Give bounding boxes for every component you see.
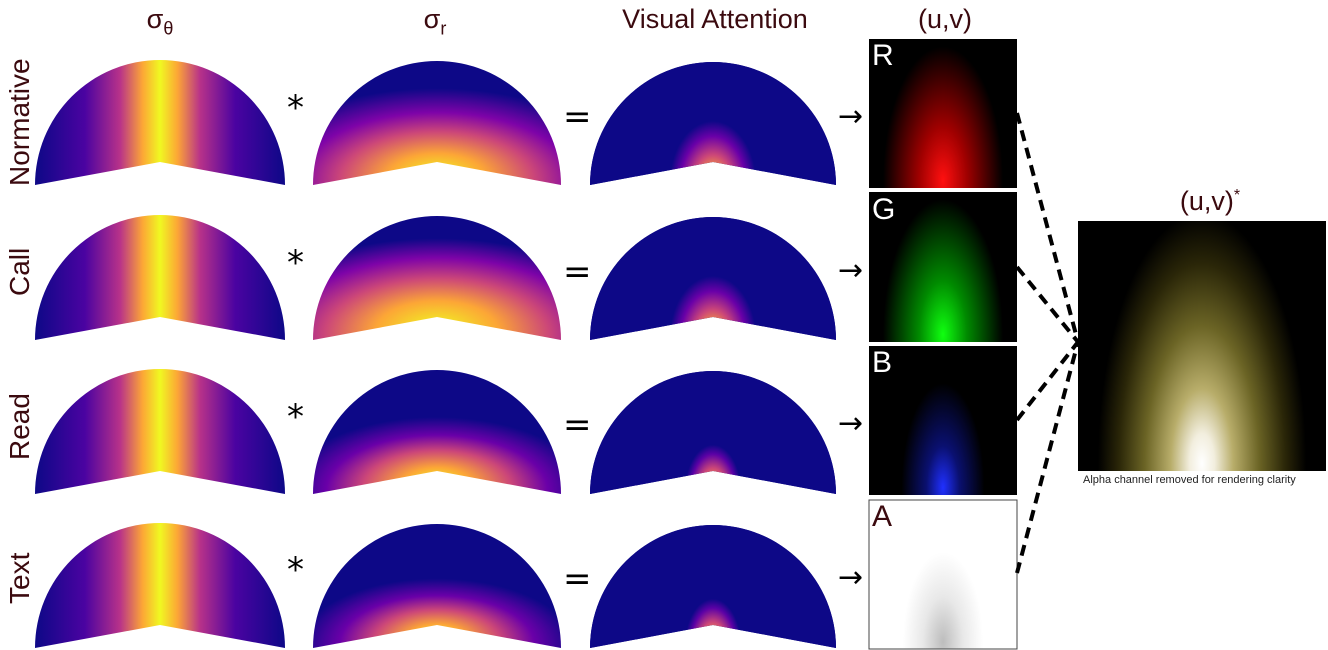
- title-visual-attention: Visual Attention: [622, 4, 808, 34]
- combined-note: Alpha channel removed for rendering clar…: [1083, 474, 1296, 486]
- sigma-theta-wedge: [35, 369, 285, 494]
- equals-operator: =: [563, 559, 592, 599]
- row-read: [35, 369, 836, 494]
- row-call: [35, 215, 836, 340]
- title-uv-star: (u,v)*: [1179, 186, 1241, 216]
- channel-tile-b: [869, 346, 1017, 495]
- channel-tile-a: [868, 499, 1018, 650]
- visual-attention-wedge: [590, 525, 836, 648]
- channel-letter-r: R: [872, 39, 894, 72]
- dashed-connectors: [1015, 112, 1080, 574]
- visual-attention-wedge: [590, 62, 836, 185]
- multiply-operator: *: [287, 243, 304, 283]
- arrow-right-icon: →: [838, 253, 864, 288]
- arrow-right-icon: →: [838, 560, 864, 595]
- channel-letter-g: G: [872, 193, 896, 226]
- title-sigma-theta: σθ: [146, 4, 174, 39]
- equals-operator: =: [563, 252, 592, 292]
- title-sigma-r: σr: [423, 4, 447, 39]
- arrow-right-icon: →: [838, 406, 864, 441]
- multiply-operator: *: [287, 88, 304, 128]
- equals-operator: =: [563, 405, 592, 445]
- sigma-theta-wedge: [35, 215, 285, 340]
- equals-operator: =: [563, 97, 592, 137]
- sigma-theta-wedge: [35, 523, 285, 648]
- visual-attention-wedge: [590, 217, 836, 340]
- combined-uv-tile: [1078, 221, 1326, 471]
- visual-attention-wedge: [590, 371, 836, 494]
- title-uv: (u,v): [918, 4, 972, 34]
- row-text: [35, 523, 836, 648]
- multiply-operator: *: [287, 550, 304, 590]
- multiply-operator: *: [287, 397, 304, 437]
- row-normative: [35, 60, 836, 185]
- sigma-r-wedge: [312, 215, 561, 340]
- sigma-r-wedge: [312, 60, 561, 185]
- channel-tile-r: [869, 39, 1017, 188]
- channel-tile-g: [869, 192, 1017, 342]
- sigma-theta-wedge: [35, 60, 285, 185]
- sigma-r-wedge: [312, 369, 561, 494]
- arrow-right-icon: →: [838, 99, 864, 134]
- channel-letter-a: A: [872, 500, 893, 533]
- sigma-r-wedge: [312, 523, 561, 648]
- channel-letter-b: B: [872, 346, 893, 379]
